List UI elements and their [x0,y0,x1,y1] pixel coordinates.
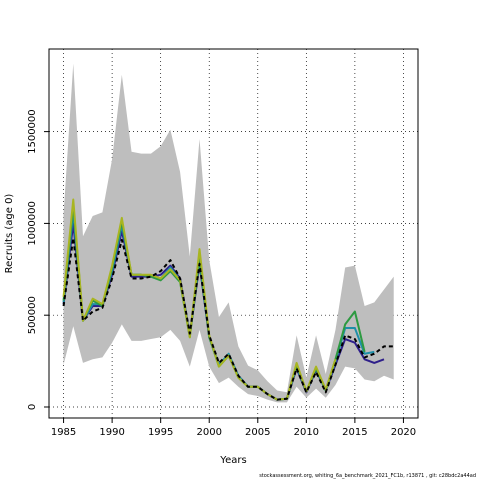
plot-frame [48,48,419,419]
x-tick-label: 2000 [196,427,221,438]
y-tick-label: 0 [27,404,38,410]
series-lines [62,198,394,401]
y-axis: 0 500000 1000000 1500000 [27,109,49,410]
confidence-band [63,63,394,403]
x-tick-label: 2010 [294,427,319,438]
x-tick-label: 1995 [148,427,173,438]
x-axis-title: Years [219,455,246,466]
x-tick-label: 2005 [245,427,270,438]
footer-credit: stockassessment.org, whiting_6a_benchmar… [259,473,476,479]
y-axis-title: Recruits (age 0) [4,194,15,274]
y-tick-label: 500000 [27,296,38,334]
x-tick-label: 2020 [391,427,416,438]
x-axis: 1985 1990 1995 2000 2005 2010 2015 2020 [51,418,416,438]
y-tick-label: 1500000 [27,109,38,154]
x-tick-label: 1985 [51,427,76,438]
y-tick-label: 1000000 [27,201,38,246]
x-tick-label: 2015 [342,427,367,438]
confidence-band-area [63,63,394,403]
x-tick-label: 1990 [99,427,124,438]
series-line-0 [62,237,394,401]
